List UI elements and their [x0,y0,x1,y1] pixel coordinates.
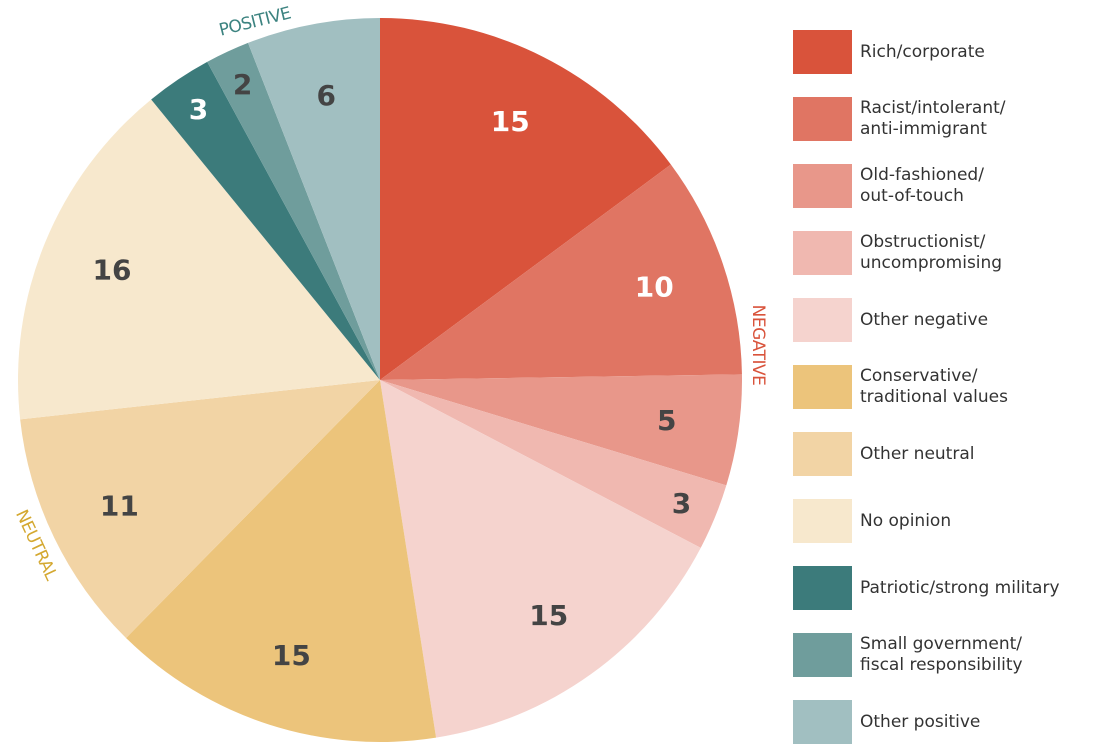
legend-swatch [793,499,852,543]
value-label: 3 [189,93,208,126]
group-label: NEGATIVE [748,305,768,386]
pie-slice [151,61,380,380]
value-label: 10 [635,271,674,304]
legend-item: Small government/ fiscal responsibility [793,633,1023,677]
value-label: 15 [491,105,530,138]
legend-swatch [793,298,852,342]
legend-swatch [793,633,852,677]
legend-text: No opinion [860,510,952,531]
pie-slice [380,18,671,380]
pie-slice [20,380,381,638]
value-label: 6 [317,79,336,112]
legend-swatch [793,231,852,275]
value-label: 3 [672,487,691,520]
pie-slice [18,99,381,420]
legend-item: Conservative/ traditional values [793,365,1008,409]
legend-swatch [793,365,852,409]
legend-item: Obstructionist/ uncompromising [793,231,1002,275]
legend-item: Other positive [793,700,980,744]
legend-item: Rich/corporate [793,30,985,74]
legend-item: Patriotic/strong military [793,566,1060,610]
value-label: 2 [233,68,252,101]
pie-slice [207,42,380,381]
legend-text: Obstructionist/ uncompromising [860,232,1003,273]
value-label: 16 [93,254,132,287]
legend-text: Old-fashioned/ out-of-touch [860,165,984,206]
legend-item: Other neutral [793,432,974,476]
legend-swatch [793,30,852,74]
legend-swatch [793,700,852,744]
legend-item: Old-fashioned/ out-of-touch [793,164,984,208]
pie-slice [247,18,380,380]
pie-slice [380,380,727,548]
legend-text: Patriotic/strong military [860,577,1060,598]
legend-text: Rich/corporate [860,41,985,62]
pie-slice [380,164,742,380]
pie-slice [380,374,742,486]
value-label: 5 [657,404,676,437]
legend-text: Other negative [860,309,989,330]
legend-swatch [793,97,852,141]
pie-slice [380,380,701,738]
legend-item: No opinion [793,499,951,543]
legend-item: Racist/intolerant/ anti-immigrant [793,97,1006,141]
legend-text: Conservative/ traditional values [860,366,1008,407]
value-label: 15 [529,599,568,632]
legend-text: Small government/ fiscal responsibility [860,634,1023,675]
legend-text: Other positive [860,711,981,732]
legend-swatch [793,432,852,476]
legend-item: Other negative [793,298,988,342]
legend-swatch [793,164,852,208]
value-label: 15 [272,639,311,672]
legend-swatch [793,566,852,610]
value-label: 11 [100,490,139,523]
legend-text: Racist/intolerant/ anti-immigrant [860,98,1006,139]
legend-text: Other neutral [860,443,975,464]
pie-slice [126,380,437,742]
